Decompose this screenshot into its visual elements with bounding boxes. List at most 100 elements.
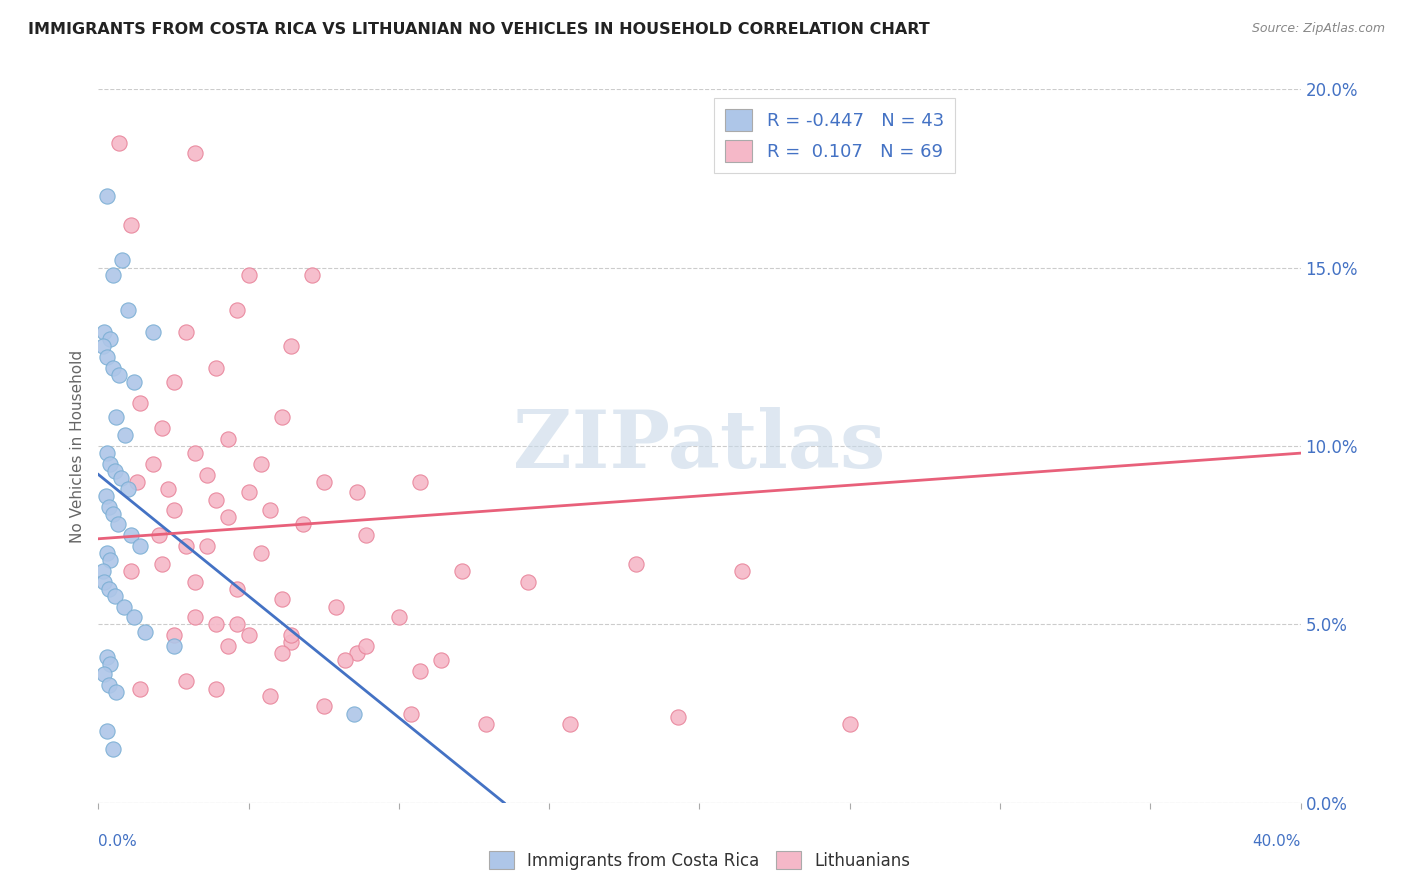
Point: [121, 528, 143, 542]
Point: [270, 410, 292, 425]
Point: [217, 432, 239, 446]
Point: [183, 574, 205, 589]
Point: [124, 375, 146, 389]
Point: [100, 332, 122, 346]
Point: [94, 489, 117, 503]
Point: [195, 467, 218, 482]
Point: [270, 592, 292, 607]
Point: [238, 485, 260, 500]
Point: [668, 710, 690, 724]
Point: [93, 667, 115, 681]
Point: [121, 218, 143, 232]
Point: [409, 475, 432, 489]
Point: [225, 617, 247, 632]
Text: IMMIGRANTS FROM COSTA RICA VS LITHUANIAN NO VEHICLES IN HOUSEHOLD CORRELATION CH: IMMIGRANTS FROM COSTA RICA VS LITHUANIAN…: [28, 22, 929, 37]
Point: [195, 539, 218, 553]
Point: [104, 589, 127, 603]
Point: [280, 339, 302, 353]
Point: [103, 507, 125, 521]
Point: [399, 706, 422, 721]
Point: [451, 564, 474, 578]
Point: [174, 325, 197, 339]
Point: [204, 492, 226, 507]
Point: [103, 742, 125, 756]
Point: [430, 653, 453, 667]
Point: [96, 724, 118, 739]
Point: [104, 464, 127, 478]
Point: [259, 689, 281, 703]
Point: [107, 517, 129, 532]
Point: [346, 646, 368, 660]
Point: [141, 457, 163, 471]
Point: [100, 657, 122, 671]
Point: [103, 268, 125, 282]
Point: [249, 457, 271, 471]
Point: [141, 325, 163, 339]
Point: [204, 617, 226, 632]
Point: [105, 685, 128, 699]
Point: [174, 539, 197, 553]
Legend: Immigrants from Costa Rica, Lithuanians: Immigrants from Costa Rica, Lithuanians: [482, 845, 917, 877]
Point: [114, 428, 136, 442]
Point: [162, 639, 184, 653]
Point: [97, 500, 120, 514]
Point: [388, 610, 411, 624]
Point: [183, 610, 205, 624]
Point: [204, 360, 226, 375]
Point: [280, 635, 302, 649]
Point: [225, 582, 247, 596]
Point: [838, 717, 860, 731]
Point: [129, 539, 152, 553]
Point: [626, 557, 648, 571]
Point: [270, 646, 292, 660]
Point: [280, 628, 302, 642]
Point: [117, 482, 139, 496]
Point: [111, 253, 134, 268]
Point: [96, 189, 118, 203]
Point: [108, 136, 131, 150]
Point: [112, 599, 135, 614]
Point: [475, 717, 498, 731]
Point: [156, 482, 179, 496]
Text: 40.0%: 40.0%: [1253, 834, 1301, 849]
Point: [97, 678, 120, 692]
Point: [103, 360, 125, 375]
Point: [162, 628, 184, 642]
Point: [174, 674, 197, 689]
Point: [301, 268, 323, 282]
Point: [97, 582, 120, 596]
Point: [238, 628, 260, 642]
Point: [100, 457, 122, 471]
Text: 0.0%: 0.0%: [98, 834, 138, 849]
Point: [150, 557, 173, 571]
Point: [217, 510, 239, 524]
Point: [183, 146, 205, 161]
Point: [121, 564, 143, 578]
Point: [110, 471, 132, 485]
Point: [117, 303, 139, 318]
Point: [93, 574, 115, 589]
Point: [124, 610, 146, 624]
Point: [134, 624, 156, 639]
Point: [409, 664, 432, 678]
Point: [129, 681, 152, 696]
Point: [96, 649, 118, 664]
Point: [91, 339, 114, 353]
Point: [93, 325, 115, 339]
Point: [249, 546, 271, 560]
Point: [333, 653, 356, 667]
Point: [127, 475, 149, 489]
Point: [312, 475, 335, 489]
Point: [91, 564, 114, 578]
Point: [148, 528, 170, 542]
Point: [325, 599, 347, 614]
Point: [354, 528, 377, 542]
Point: [96, 350, 118, 364]
Point: [346, 485, 368, 500]
Point: [312, 699, 335, 714]
Point: [150, 421, 173, 435]
Point: [354, 639, 377, 653]
Point: [162, 375, 184, 389]
Point: [560, 717, 582, 731]
Text: Source: ZipAtlas.com: Source: ZipAtlas.com: [1251, 22, 1385, 36]
